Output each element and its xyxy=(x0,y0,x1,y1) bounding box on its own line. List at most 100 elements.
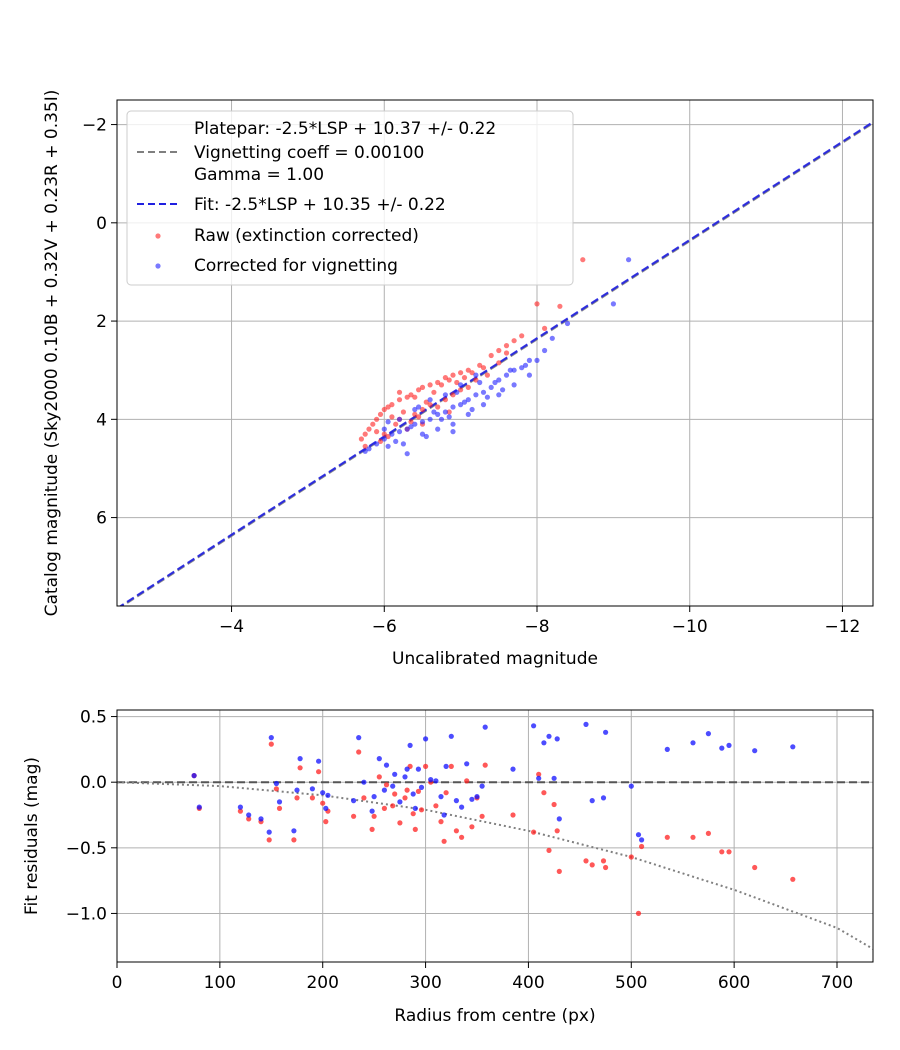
corrected-point xyxy=(381,436,387,442)
corrected-point xyxy=(664,746,670,753)
raw-point xyxy=(374,429,380,435)
corrected-point xyxy=(480,389,487,395)
raw-point xyxy=(465,384,471,390)
y-tick-label: 6 xyxy=(96,509,107,529)
corrected-point xyxy=(366,446,372,452)
corrected-point xyxy=(628,783,634,789)
raw-point xyxy=(541,790,547,796)
corrected-point xyxy=(458,402,464,408)
bottom-plot-frame xyxy=(116,709,874,963)
corrected-point xyxy=(407,742,413,749)
corrected-point xyxy=(309,786,315,792)
corrected-point xyxy=(511,382,517,388)
corrected-point xyxy=(554,736,560,742)
y-tick-label: 4 xyxy=(96,410,107,430)
raw-point xyxy=(358,436,364,442)
raw-point xyxy=(377,411,384,417)
raw-point xyxy=(381,406,387,413)
corrected-point xyxy=(385,419,391,425)
raw-point xyxy=(418,807,425,813)
corrected-point xyxy=(371,794,377,800)
x-tick-label: −4 xyxy=(219,617,244,637)
vignetting-curve xyxy=(117,781,873,950)
corrected-point xyxy=(412,406,418,413)
raw-point xyxy=(546,847,552,854)
corrected-point xyxy=(428,777,434,783)
top-plot-frame xyxy=(116,99,874,607)
raw-point xyxy=(415,788,421,795)
corrected-point xyxy=(362,448,368,454)
corrected-point xyxy=(291,828,297,834)
raw-point xyxy=(351,813,357,819)
corrected-point xyxy=(268,735,274,741)
raw-point xyxy=(385,404,391,410)
y-tick-label: 0.0 xyxy=(80,773,107,793)
corrected-point xyxy=(383,762,390,768)
corrected-point xyxy=(431,409,437,415)
corrected-point xyxy=(435,411,441,417)
x-tick-label: 100 xyxy=(204,973,236,993)
corrected-point xyxy=(376,756,382,762)
legend-corrected-label: Corrected for vignetting xyxy=(194,256,398,276)
corrected-point xyxy=(461,399,468,405)
corrected-point xyxy=(492,379,498,386)
corrected-point xyxy=(690,740,696,746)
corrected-point xyxy=(404,426,410,432)
raw-point xyxy=(427,402,433,408)
corrected-point xyxy=(465,411,471,417)
raw-point xyxy=(448,763,454,770)
corrected-point xyxy=(450,421,456,427)
corrected-point xyxy=(273,780,279,787)
raw-point xyxy=(389,414,395,420)
corrected-point xyxy=(526,372,533,378)
corrected-point xyxy=(361,779,367,785)
corrected-point xyxy=(418,784,425,791)
corrected-point xyxy=(400,441,406,447)
corrected-point xyxy=(435,426,441,432)
raw-point xyxy=(397,820,403,826)
raw-point xyxy=(381,805,387,812)
corrected-point xyxy=(531,723,537,729)
corrected-point xyxy=(412,421,418,427)
corrected-point xyxy=(390,783,396,789)
corrected-point xyxy=(453,798,459,804)
raw-point xyxy=(534,301,540,307)
corrected-point xyxy=(726,742,732,749)
corrected-point xyxy=(454,389,460,395)
raw-point xyxy=(377,438,384,444)
raw-point xyxy=(664,834,670,840)
raw-point xyxy=(482,762,488,768)
corrected-point xyxy=(519,365,525,371)
corrected-point xyxy=(323,805,329,812)
raw-point xyxy=(237,808,243,814)
raw-point xyxy=(458,387,464,393)
corrected-point xyxy=(790,744,796,750)
raw-point xyxy=(453,828,459,834)
corrected-point xyxy=(419,419,426,425)
raw-point xyxy=(479,813,485,819)
corrected-point xyxy=(196,804,202,810)
raw-point xyxy=(510,812,516,818)
raw-point xyxy=(600,858,607,864)
corrected-point xyxy=(534,357,540,363)
raw-point xyxy=(511,338,517,344)
corrected-point xyxy=(416,404,422,410)
corrected-point xyxy=(374,441,380,447)
raw-point xyxy=(542,325,548,331)
raw-point xyxy=(268,741,274,747)
raw-point xyxy=(435,379,441,386)
raw-point xyxy=(496,347,502,354)
corrected-point xyxy=(351,798,357,804)
corrected-point xyxy=(402,774,408,780)
x-tick-label: 300 xyxy=(409,973,441,993)
corrected-point xyxy=(404,766,410,772)
corrected-point xyxy=(603,729,609,735)
corrected-point xyxy=(392,771,398,777)
corrected-point xyxy=(356,735,362,741)
raw-point xyxy=(519,333,525,339)
corrected-point xyxy=(369,808,375,814)
raw-point xyxy=(374,416,380,422)
raw-point xyxy=(408,419,414,425)
corrected-point xyxy=(469,796,475,802)
corrected-point xyxy=(473,392,479,398)
